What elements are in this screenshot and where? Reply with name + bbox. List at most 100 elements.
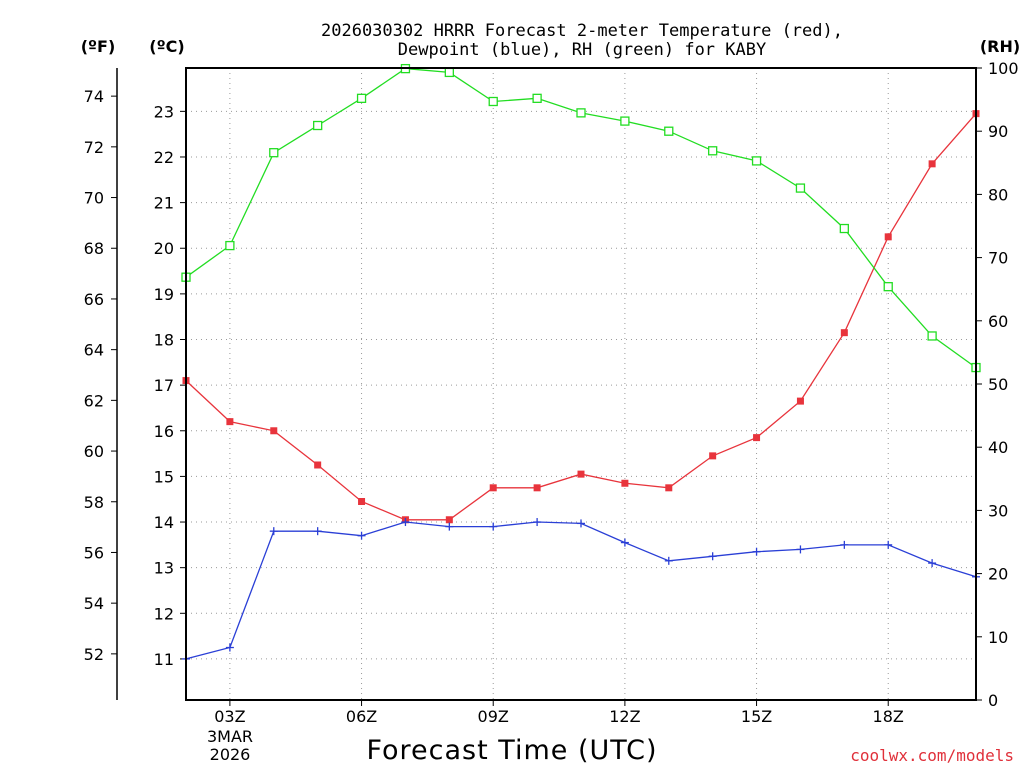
fahrenheit-tick-label: 56 — [84, 543, 104, 562]
rh-point — [225, 240, 235, 251]
rh-tick-label: 60 — [988, 312, 1008, 331]
celsius-tick-label: 11 — [154, 650, 174, 669]
rh-point — [269, 148, 279, 158]
temperature-point — [753, 434, 761, 442]
dewpoint-point — [796, 545, 805, 554]
temperature-point — [489, 484, 497, 492]
dewpoint-point — [708, 552, 717, 561]
fahrenheit-tick-label: 64 — [84, 341, 104, 360]
temperature-point — [270, 427, 278, 435]
rh-point — [883, 282, 893, 292]
temperature-point — [314, 461, 322, 469]
temperature-point — [358, 498, 366, 506]
celsius-tick-label: 12 — [154, 604, 174, 623]
rh-tick-label: 30 — [988, 501, 1008, 520]
dewpoint-point — [313, 527, 322, 536]
celsius-tick-label: 21 — [154, 194, 174, 213]
fahrenheit-tick-label: 70 — [84, 189, 104, 208]
dewpoint-point — [533, 518, 542, 527]
grid — [186, 68, 976, 700]
x-tick-label: 12Z — [609, 707, 640, 726]
fahrenheit-tick-label: 58 — [84, 493, 104, 512]
rh-point — [839, 223, 849, 234]
dewpoint-point — [884, 540, 893, 549]
temperature-point — [928, 160, 936, 168]
plot-frame — [185, 67, 977, 701]
fahrenheit-tick-label: 68 — [84, 239, 104, 258]
x-tick-label: 03Z — [214, 707, 245, 726]
date-day-label: 3MAR — [207, 727, 253, 746]
dewpoint-point — [445, 522, 454, 531]
data-series — [181, 63, 981, 663]
rh-tick-label: 10 — [988, 628, 1008, 647]
x-tick-label: 15Z — [741, 707, 772, 726]
rh-point — [532, 93, 542, 103]
temperature-point — [445, 516, 453, 524]
celsius-tick-label: 20 — [154, 239, 174, 258]
dewpoint-point — [752, 547, 761, 556]
dewpoint-point — [664, 556, 673, 565]
dewpoint-point — [401, 518, 410, 527]
rh-point — [444, 67, 454, 78]
rh-tick-label: 50 — [988, 375, 1008, 394]
temperature-point — [533, 484, 541, 492]
temperature-point — [884, 233, 892, 241]
x-tick-label: 09Z — [478, 707, 509, 726]
axis-ticks: 03Z 06Z 09Z 12Z 15Z 18Z 11 12 13 14 15 16 17 18 19 20 21… — [84, 59, 1019, 726]
dewpoint-point — [225, 643, 234, 652]
celsius-tick-label: 16 — [154, 422, 174, 441]
fahrenheit-tick-label: 62 — [84, 391, 104, 410]
celsius-tick-label: 14 — [154, 513, 174, 532]
temperature-point — [665, 484, 673, 492]
dewpoint-point — [357, 531, 366, 540]
rh-unit-label: (RH) — [980, 37, 1020, 56]
dewpoint-point — [620, 538, 629, 547]
x-tick-label: 18Z — [873, 707, 904, 726]
temperature-point — [226, 418, 234, 426]
celsius-tick-label: 15 — [154, 467, 174, 486]
celsius-tick-label: 23 — [154, 102, 174, 121]
fahrenheit-tick-label: 60 — [84, 442, 104, 461]
x-tick-label: 06Z — [346, 707, 377, 726]
celsius-tick-label: 17 — [154, 376, 174, 395]
rh-point — [927, 331, 937, 341]
fahrenheit-tick-label: 72 — [84, 138, 104, 157]
fahrenheit-tick-label: 52 — [84, 645, 104, 664]
rh-point — [356, 93, 367, 103]
celsius-tick-label: 22 — [154, 148, 174, 167]
rh-point — [664, 126, 674, 136]
rh-point — [488, 96, 498, 107]
rh-tick-label: 0 — [988, 691, 998, 710]
temperature-point — [840, 329, 848, 337]
celsius-tick-label: 19 — [154, 285, 174, 304]
celsius-unit-label: (ºC) — [149, 37, 184, 56]
rh-point — [795, 183, 806, 193]
fahrenheit-tick-label: 54 — [84, 594, 104, 613]
rh-point — [751, 156, 762, 166]
x-axis-label: Forecast Time (UTC) — [366, 735, 657, 766]
temperature-point — [577, 470, 585, 478]
rh-tick-label: 90 — [988, 122, 1008, 141]
temperature-point — [621, 479, 629, 487]
rh-tick-label: 70 — [988, 249, 1008, 268]
rh-tick-label: 80 — [988, 185, 1008, 204]
celsius-tick-label: 13 — [154, 559, 174, 578]
rh-point — [313, 120, 323, 131]
temperature-point — [796, 397, 804, 405]
dewpoint-point — [928, 559, 937, 568]
chart-title-line2: Dewpoint (blue), RH (green) for KABY — [398, 40, 766, 60]
dewpoint-point — [577, 519, 585, 528]
chart-title-line1: 2026030302 HRRR Forecast 2-meter Tempera… — [321, 21, 843, 41]
rh-tick-label: 20 — [988, 565, 1008, 584]
celsius-tick-label: 18 — [154, 331, 174, 350]
date-year-label: 2026 — [210, 745, 251, 764]
temperature-point — [709, 452, 717, 460]
fahrenheit-unit-label: (ºF) — [81, 37, 116, 56]
rh-point — [708, 146, 718, 156]
dewpoint-point — [269, 527, 278, 536]
fahrenheit-tick-label: 74 — [84, 87, 104, 106]
rh-point — [576, 108, 586, 118]
credit-text: coolwx.com/models — [850, 746, 1014, 765]
dewpoint-point — [489, 522, 498, 531]
